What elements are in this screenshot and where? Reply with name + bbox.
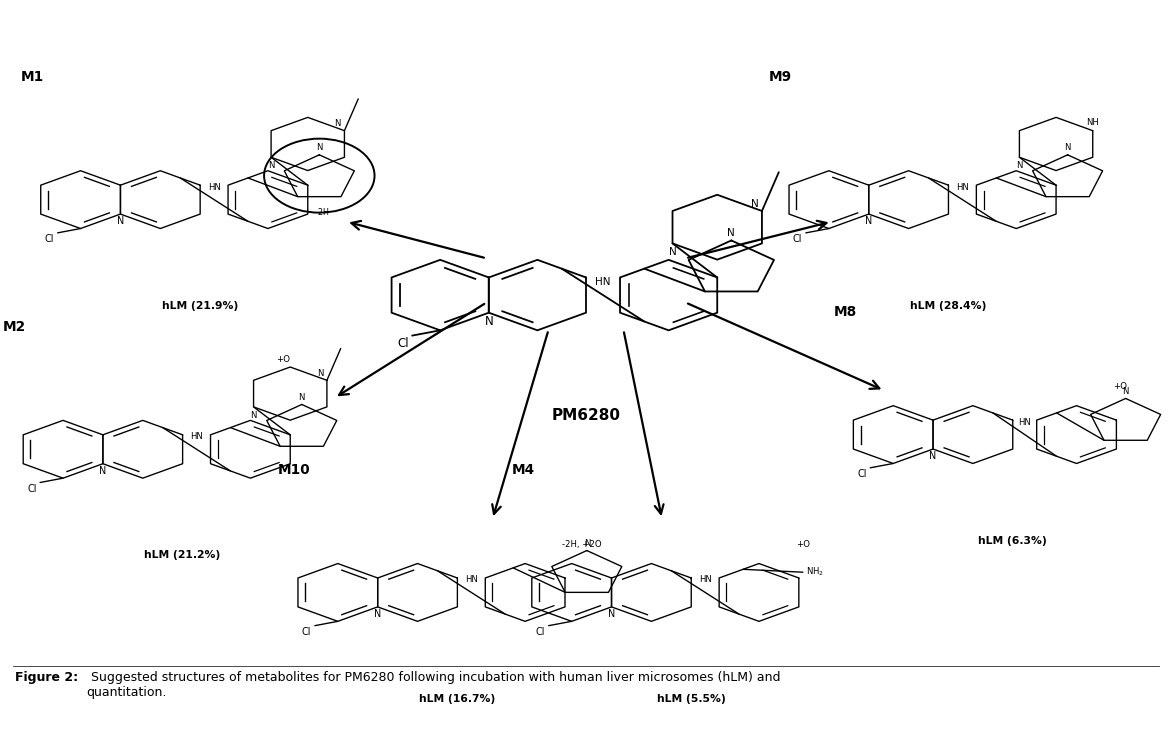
- Text: Cl: Cl: [27, 484, 36, 494]
- Text: N: N: [728, 228, 735, 237]
- Text: HN: HN: [956, 183, 969, 192]
- Text: N: N: [608, 609, 615, 619]
- Text: +O: +O: [277, 355, 291, 364]
- Text: +O: +O: [1113, 383, 1127, 391]
- Text: hLM (28.4%): hLM (28.4%): [911, 301, 987, 311]
- Text: Cl: Cl: [45, 234, 54, 245]
- Text: hLM (21.9%): hLM (21.9%): [162, 301, 238, 311]
- Text: hLM (16.7%): hLM (16.7%): [420, 694, 496, 704]
- Text: M2: M2: [4, 320, 26, 334]
- Text: N: N: [1064, 143, 1071, 152]
- Text: N: N: [1016, 161, 1023, 170]
- Text: N: N: [299, 393, 305, 402]
- Text: Cl: Cl: [302, 627, 312, 638]
- Text: N: N: [865, 216, 872, 226]
- Text: HN: HN: [1018, 417, 1031, 427]
- Text: Suggested structures of metabolites for PM6280 following incubation with human l: Suggested structures of metabolites for …: [87, 671, 781, 699]
- Text: M4: M4: [512, 463, 534, 477]
- Text: N: N: [316, 369, 323, 378]
- Text: N: N: [669, 247, 676, 257]
- Text: N: N: [929, 451, 936, 461]
- Text: N: N: [1123, 386, 1129, 396]
- Text: Figure 2:: Figure 2:: [15, 671, 79, 684]
- Text: hLM (5.5%): hLM (5.5%): [656, 694, 725, 704]
- Text: hLM (6.3%): hLM (6.3%): [979, 536, 1047, 545]
- Text: N: N: [751, 199, 758, 209]
- Text: N: N: [268, 161, 274, 170]
- Text: M1: M1: [21, 70, 45, 84]
- Text: N: N: [484, 315, 493, 328]
- Text: NH$_2$: NH$_2$: [806, 566, 824, 579]
- Text: Cl: Cl: [397, 337, 409, 350]
- Text: HN: HN: [699, 576, 711, 584]
- Text: N: N: [251, 411, 257, 419]
- Text: -2H: -2H: [316, 208, 331, 217]
- Text: N: N: [334, 119, 341, 128]
- Text: Cl: Cl: [857, 469, 866, 479]
- Text: NH: NH: [1086, 118, 1099, 127]
- Text: N: N: [100, 466, 107, 476]
- Text: M9: M9: [769, 70, 792, 84]
- Text: HN: HN: [190, 432, 203, 441]
- Text: HN: HN: [465, 576, 478, 584]
- Text: M10: M10: [278, 463, 311, 477]
- Text: Cl: Cl: [793, 234, 803, 245]
- Text: N: N: [117, 216, 124, 226]
- Text: HN: HN: [595, 277, 611, 287]
- Text: -2H, +2O: -2H, +2O: [561, 540, 601, 549]
- Text: M8: M8: [833, 305, 857, 319]
- Text: +O: +O: [796, 540, 810, 549]
- Text: N: N: [374, 609, 381, 619]
- Text: Cl: Cl: [536, 627, 545, 638]
- Text: HN: HN: [207, 183, 220, 192]
- Text: PM6280: PM6280: [552, 408, 620, 423]
- Text: N: N: [584, 539, 590, 548]
- Text: hLM (21.2%): hLM (21.2%): [144, 551, 220, 560]
- Text: N: N: [316, 143, 322, 152]
